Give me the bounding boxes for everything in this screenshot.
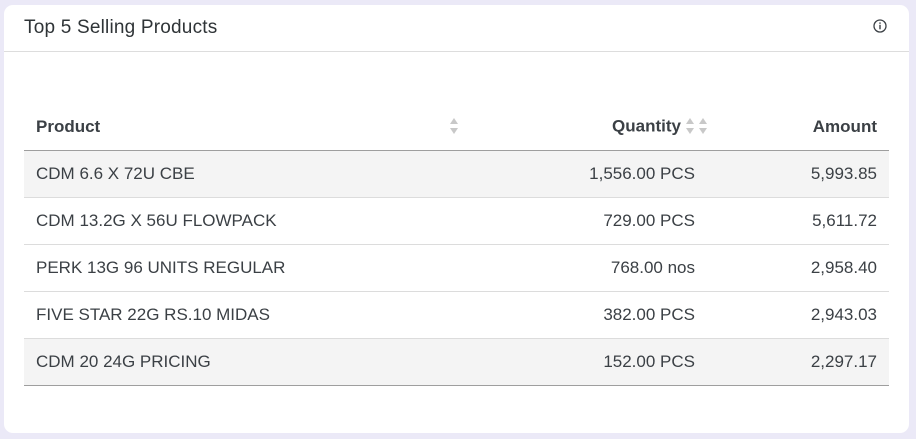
product-cell: CDM 6.6 X 72U CBE [24,150,459,198]
quantity-cell: 152.00 PCS [459,338,707,386]
products-table-wrapper: Product Quantity [24,103,889,386]
product-cell: CDM 20 24G PRICING [24,338,459,386]
quantity-cell: 1,556.00 PCS [459,150,707,198]
table-row[interactable]: FIVE STAR 22G RS.10 MIDAS 382.00 PCS 2,9… [24,291,889,339]
quantity-cell: 768.00 nos [459,244,707,292]
products-table: Product Quantity [24,103,889,386]
table-row[interactable]: CDM 13.2G X 56U FLOWPACK 729.00 PCS 5,61… [24,197,889,245]
column-header-amount[interactable]: Amount [707,103,889,151]
quantity-cell: 382.00 PCS [459,291,707,339]
amount-cell: 5,611.72 [707,197,889,245]
product-cell: CDM 13.2G X 56U FLOWPACK [24,197,459,245]
sort-arrows-icon[interactable] [449,115,459,137]
table-header-row: Product Quantity [24,103,889,151]
quantity-cell: 729.00 PCS [459,197,707,245]
sort-arrows-icon[interactable] [698,115,708,137]
card-header: Top 5 Selling Products [4,5,909,52]
column-header-product[interactable]: Product [24,103,459,151]
column-header-quantity[interactable]: Quantity [459,103,707,151]
amount-cell: 5,993.85 [707,150,889,198]
amount-cell: 2,943.03 [707,291,889,339]
info-icon[interactable] [873,19,887,33]
card-title: Top 5 Selling Products [24,17,218,38]
table-row[interactable]: CDM 6.6 X 72U CBE 1,556.00 PCS 5,993.85 [24,150,889,198]
column-header-quantity-label: Quantity [612,115,681,135]
table-row[interactable]: CDM 20 24G PRICING 152.00 PCS 2,297.17 [24,338,889,386]
sort-arrows-icon[interactable] [685,115,695,137]
table-row[interactable]: PERK 13G 96 UNITS REGULAR 768.00 nos 2,9… [24,244,889,292]
product-cell: FIVE STAR 22G RS.10 MIDAS [24,291,459,339]
amount-cell: 2,958.40 [707,244,889,292]
top-selling-products-card: Top 5 Selling Products Product [4,5,909,433]
column-header-product-label: Product [36,116,101,136]
amount-cell: 2,297.17 [707,338,889,386]
product-cell: PERK 13G 96 UNITS REGULAR [24,244,459,292]
column-header-amount-label: Amount [812,116,877,136]
